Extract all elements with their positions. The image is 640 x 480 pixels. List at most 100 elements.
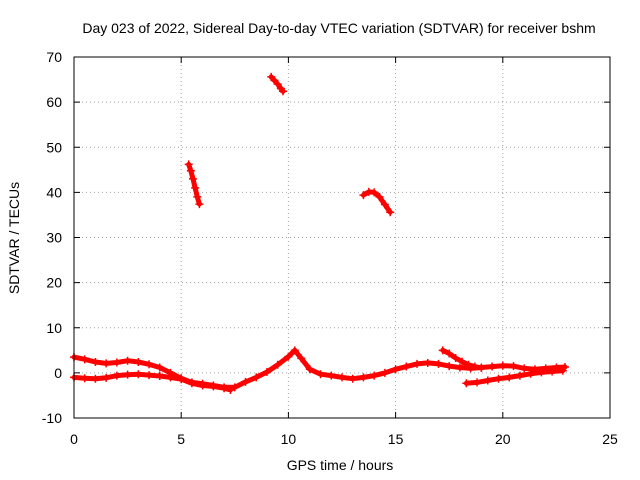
data-point [455, 363, 464, 372]
data-point [473, 378, 482, 387]
data-point [370, 188, 379, 197]
data-point [526, 369, 535, 378]
data-point [316, 370, 325, 379]
data-point [284, 352, 293, 361]
y-tick-label: 30 [46, 230, 62, 246]
y-tick-label: 40 [46, 184, 62, 200]
data-point [537, 368, 546, 377]
series-band [463, 368, 566, 386]
data-point [112, 358, 121, 367]
data-point [198, 381, 207, 390]
axis-ticks: 0 5 10 15 20 25 -10 0 10 20 30 40 50 60 70 [42, 49, 618, 447]
data-point [483, 376, 492, 385]
data-point [505, 373, 514, 382]
data-point [273, 80, 282, 89]
y-tick-label: 0 [54, 365, 62, 381]
data-point [226, 386, 235, 395]
data-point [509, 362, 518, 371]
data-point [451, 353, 460, 362]
data-point [145, 360, 154, 369]
x-tick-label: 15 [388, 431, 404, 447]
data-point [413, 359, 422, 368]
data-point [520, 364, 529, 373]
data-point [370, 371, 379, 380]
data-point [498, 361, 507, 370]
data-point [297, 354, 306, 363]
data-point [166, 373, 175, 382]
data-point [305, 365, 314, 374]
series-band [71, 371, 233, 393]
x-tick-label: 25 [602, 431, 618, 447]
data-point [102, 359, 111, 368]
series-arc-2 [267, 72, 288, 96]
x-tick-label: 0 [70, 431, 78, 447]
data-point [464, 360, 473, 369]
data-point [241, 377, 250, 386]
data-series [70, 72, 569, 395]
data-point [209, 382, 218, 391]
data-point [184, 160, 193, 169]
data-point [91, 374, 100, 383]
data-point [423, 358, 432, 367]
y-axis-label: SDTVAR / TECUs [6, 182, 22, 294]
data-point [348, 374, 357, 383]
series-track-right-lower [462, 366, 567, 388]
data-point [80, 355, 89, 364]
data-point [327, 371, 336, 380]
x-tick-label: 5 [177, 431, 185, 447]
data-point [220, 384, 229, 393]
data-point [191, 183, 200, 192]
data-point [462, 379, 471, 388]
data-point [134, 358, 143, 367]
y-tick-label: 70 [46, 49, 62, 65]
x-tick-label: 20 [495, 431, 511, 447]
data-point [134, 370, 143, 379]
chart-title: Day 023 of 2022, Sidereal Day-to-day VTE… [82, 20, 595, 36]
data-point [230, 383, 239, 392]
data-point [123, 356, 132, 365]
data-point [470, 362, 479, 371]
data-point [195, 200, 204, 209]
series-arc-1 [184, 160, 204, 209]
data-point [187, 379, 196, 388]
x-tick-label: 10 [281, 431, 297, 447]
y-tick-label: -10 [42, 410, 62, 426]
data-point [123, 370, 132, 379]
data-point [477, 363, 486, 372]
data-point [391, 365, 400, 374]
data-point [155, 363, 164, 372]
data-point [488, 362, 497, 371]
data-point [438, 346, 447, 355]
y-tick-label: 10 [46, 320, 62, 336]
data-point [80, 374, 89, 383]
data-point [434, 359, 443, 368]
grid [74, 57, 610, 418]
data-point [186, 166, 195, 175]
data-point [177, 375, 186, 384]
data-point [193, 192, 202, 201]
data-point [262, 367, 271, 376]
data-point [273, 360, 282, 369]
data-point [279, 87, 288, 96]
data-point [359, 373, 368, 382]
data-point [548, 367, 557, 376]
data-point [112, 371, 121, 380]
data-point [102, 373, 111, 382]
y-tick-label: 20 [46, 275, 62, 291]
data-point [380, 200, 389, 209]
x-axis-label: GPS time / hours [287, 457, 394, 473]
data-point [386, 208, 395, 217]
data-point [494, 374, 503, 383]
data-point [145, 371, 154, 380]
data-point [445, 362, 454, 371]
data-point [252, 373, 261, 382]
data-point [375, 192, 384, 201]
data-point [402, 362, 411, 371]
data-point [458, 357, 467, 366]
series-arc-3 [359, 187, 395, 217]
y-tick-label: 60 [46, 94, 62, 110]
series-track-lower [70, 370, 235, 395]
data-point [515, 371, 524, 380]
data-point [290, 346, 299, 355]
